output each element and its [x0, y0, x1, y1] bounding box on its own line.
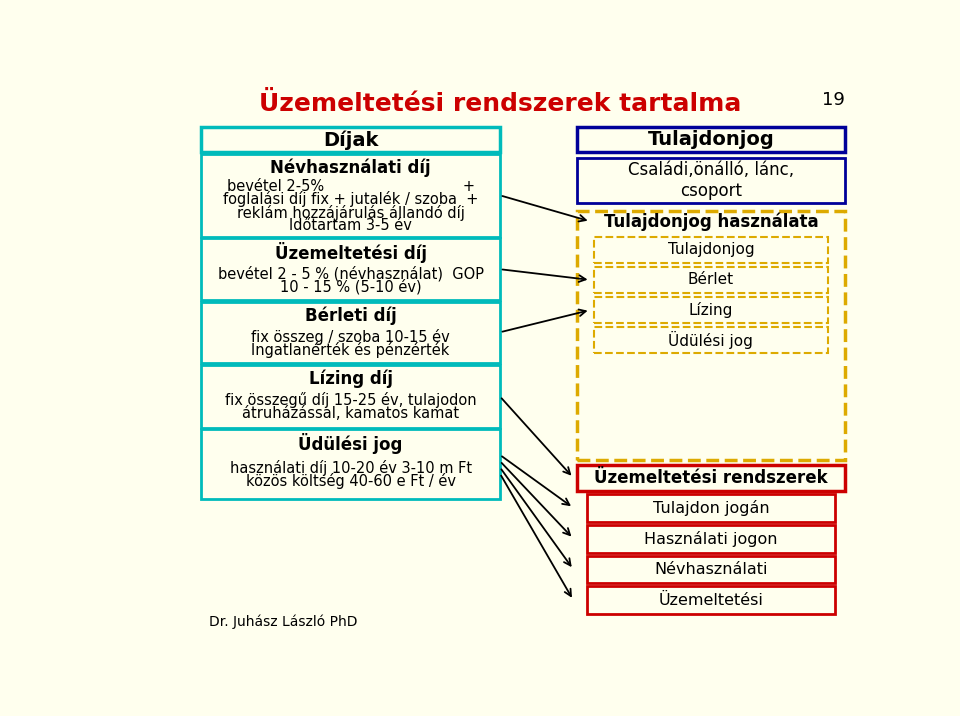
Text: Tulajdonjog: Tulajdonjog — [648, 130, 775, 150]
Text: Üdülési jog: Üdülési jog — [668, 331, 754, 349]
Text: átruházással, kamatos kamat: átruházással, kamatos kamat — [242, 406, 459, 421]
Text: foglalási díj fix + jutalék / szoba  +: foglalási díj fix + jutalék / szoba + — [223, 191, 478, 208]
Text: Üzemeltetési: Üzemeltetési — [659, 593, 763, 608]
Bar — [202, 238, 500, 300]
Text: 10 - 15 % (5-10 év): 10 - 15 % (5-10 év) — [279, 279, 421, 294]
Bar — [587, 556, 835, 584]
Text: Tulajdonjog: Tulajdonjog — [667, 243, 755, 258]
Text: Tulajdonjog használata: Tulajdonjog használata — [604, 212, 818, 231]
Bar — [587, 494, 835, 522]
Text: Díjak: Díjak — [323, 130, 378, 150]
Text: Családi,önálló, lánc,
csoport: Családi,önálló, lánc, csoport — [628, 161, 794, 200]
Text: fix összegű díj 15-25 év, tulajodon: fix összegű díj 15-25 év, tulajodon — [225, 392, 476, 408]
Bar — [594, 297, 828, 323]
Bar — [594, 267, 828, 293]
Text: Dr. Juhász László PhD: Dr. Juhász László PhD — [209, 614, 358, 629]
Text: Névhasználati díj: Névhasználati díj — [271, 158, 431, 177]
Bar — [594, 237, 828, 263]
Bar — [202, 127, 500, 152]
Text: Tulajdon jogán: Tulajdon jogán — [653, 500, 769, 516]
Text: Bérlet: Bérlet — [688, 273, 734, 287]
Bar — [202, 364, 500, 427]
Bar — [202, 430, 500, 498]
Text: közös költség 40-60 e Ft / év: közös költség 40-60 e Ft / év — [246, 473, 456, 489]
Bar — [587, 586, 835, 614]
Text: Üzemeltetési rendszerek: Üzemeltetési rendszerek — [594, 469, 828, 487]
Text: bevétel 2 - 5 % (névhasználat)  GOP: bevétel 2 - 5 % (névhasználat) GOP — [218, 266, 484, 281]
Bar — [202, 154, 500, 237]
Text: Bérleti díj: Bérleti díj — [304, 306, 396, 324]
Text: Ingatlanérték és pénzérték: Ingatlanérték és pénzérték — [252, 342, 449, 358]
Text: reklám hozzájárulás állandó díj: reklám hozzájárulás állandó díj — [236, 205, 465, 221]
Text: Üzemeltetési rendszerek tartalma: Üzemeltetési rendszerek tartalma — [258, 92, 741, 115]
Text: 19: 19 — [822, 91, 845, 109]
Text: Üzemeltetési díj: Üzemeltetési díj — [275, 242, 426, 263]
Bar — [587, 525, 835, 553]
Text: Lízing díj: Lízing díj — [308, 369, 393, 388]
Text: Időtartam 3-5 év: Időtartam 3-5 év — [289, 218, 412, 233]
Text: Névhasználati: Névhasználati — [654, 562, 768, 577]
Text: Használati jogon: Használati jogon — [644, 531, 778, 547]
Text: használati díj 10-20 év 3-10 m Ft: használati díj 10-20 év 3-10 m Ft — [229, 460, 471, 476]
Text: Lízing: Lízing — [688, 302, 733, 318]
Bar — [594, 327, 828, 353]
Bar — [577, 158, 845, 203]
Text: Üdülési jog: Üdülési jog — [299, 432, 403, 454]
Bar — [202, 301, 500, 363]
Bar — [577, 211, 845, 460]
Bar — [577, 127, 845, 152]
Text: fix összeg / szoba 10-15 év: fix összeg / szoba 10-15 év — [252, 329, 450, 344]
Text: bevétel 2-5%                              +: bevétel 2-5% + — [227, 179, 474, 194]
Bar — [577, 465, 845, 491]
